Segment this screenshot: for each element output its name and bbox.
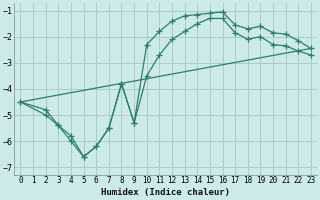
X-axis label: Humidex (Indice chaleur): Humidex (Indice chaleur) — [101, 188, 230, 197]
